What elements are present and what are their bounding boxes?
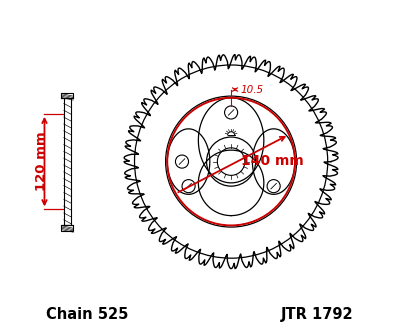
Text: JTR 1792: JTR 1792 — [281, 307, 354, 322]
Text: 10.5: 10.5 — [241, 85, 264, 95]
Bar — [62, 93, 73, 99]
Text: Chain 525: Chain 525 — [46, 307, 128, 322]
Text: 120 mm: 120 mm — [35, 132, 48, 191]
Text: 140 mm: 140 mm — [240, 154, 303, 168]
Bar — [64, 99, 71, 225]
Bar — [62, 225, 73, 230]
